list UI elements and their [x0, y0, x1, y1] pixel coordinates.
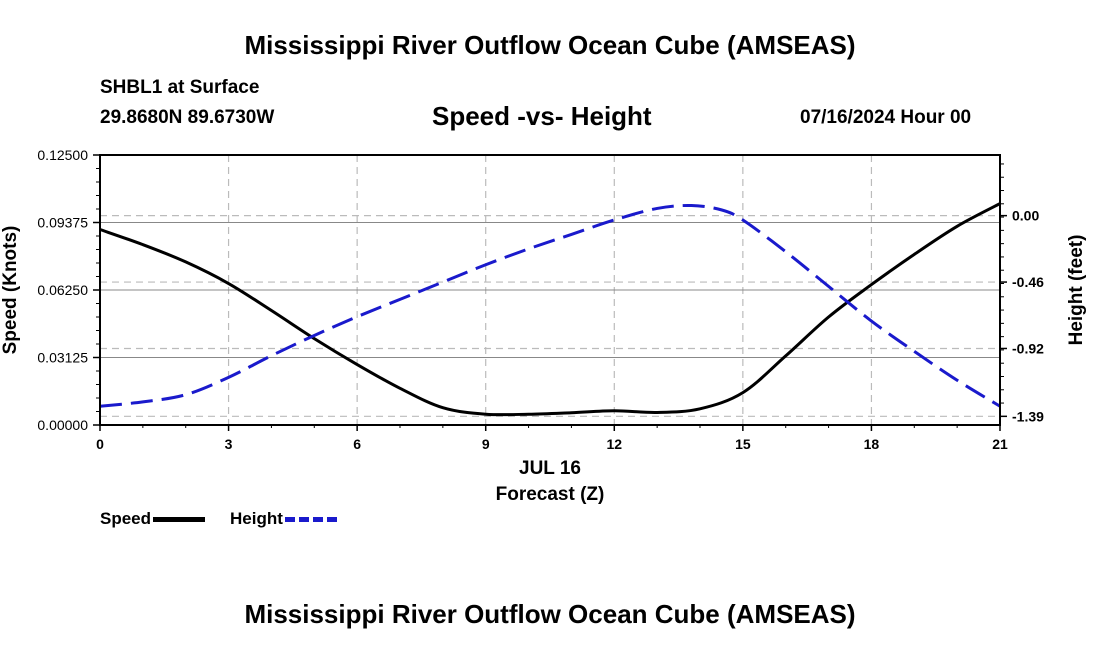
- ticks-layer: 0 3 6 9 12 15 18 21 0.00000 0.03125 0.06250 0.09375…: [37, 147, 1044, 452]
- x-tick-label: 0: [96, 436, 104, 452]
- y-right-tick-label: -0.46: [1012, 274, 1044, 290]
- y-left-tick-label: 0.12500: [37, 147, 88, 163]
- page-title-top: Mississippi River Outflow Ocean Cube (AM…: [244, 30, 856, 60]
- y-axis-right-label: Height (feet): [1066, 235, 1087, 346]
- legend-speed: Speed: [100, 509, 206, 529]
- x-tick-label: 9: [482, 436, 490, 452]
- series-layer: [99, 202, 1001, 417]
- height-series-line: [99, 203, 1001, 408]
- x-axis-date-label: JUL 16: [519, 458, 581, 479]
- coordinates-label: 29.8680N 89.6730W: [100, 107, 275, 128]
- grid-layer: [100, 155, 1000, 425]
- legend-height-label: Height: [230, 509, 283, 528]
- y-right-tick-label: -1.39: [1012, 408, 1044, 424]
- y-left-tick-label: 0.00000: [37, 417, 88, 433]
- x-tick-label: 12: [606, 436, 622, 452]
- page-title-bottom: Mississippi River Outflow Ocean Cube (AM…: [244, 599, 856, 629]
- y-left-tick-label: 0.03125: [37, 350, 88, 366]
- x-tick-label: 15: [735, 436, 751, 452]
- chart-subtitle: Speed -vs- Height: [432, 101, 652, 131]
- x-tick-label: 6: [353, 436, 361, 452]
- legend-speed-label: Speed: [100, 509, 152, 528]
- legend-height: Height: [230, 509, 337, 529]
- speed-series-line: [99, 202, 1001, 417]
- y-right-tick-label: 0.00: [1012, 208, 1039, 224]
- x-axis-label: Forecast (Z): [496, 484, 605, 505]
- legend-height-swatch: [284, 517, 337, 523]
- x-tick-label: 3: [225, 436, 233, 452]
- forecast-datetime: 07/16/2024 Hour 00: [800, 107, 972, 128]
- y-left-tick-label: 0.06250: [37, 282, 88, 298]
- y-axis-left-label: Speed (Knots): [0, 226, 21, 355]
- station-label: SHBL1 at Surface: [100, 77, 260, 98]
- legend-speed-swatch: [153, 517, 206, 523]
- y-left-tick-label: 0.09375: [37, 215, 88, 231]
- y-right-tick-label: -0.92: [1012, 340, 1044, 356]
- x-tick-label: 21: [992, 436, 1008, 452]
- x-tick-label: 18: [864, 436, 880, 452]
